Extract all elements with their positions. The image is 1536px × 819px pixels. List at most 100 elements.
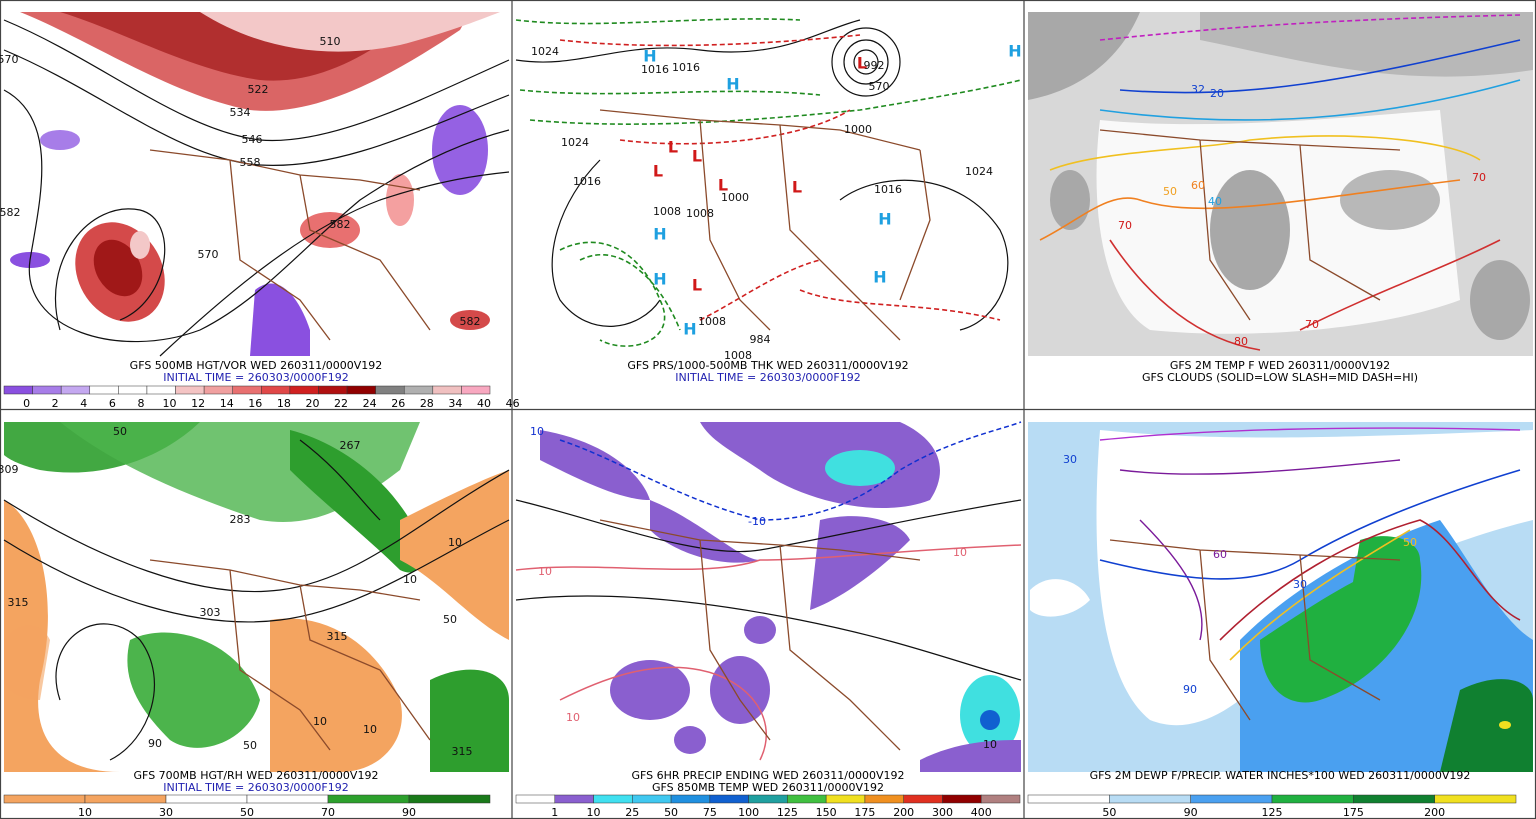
colorbar-label: 12	[191, 397, 205, 410]
contour-label: 1016	[874, 183, 902, 196]
contour-label: 10	[313, 715, 327, 728]
colorbar-label: 150	[816, 806, 837, 819]
colorbar-segment	[32, 385, 62, 395]
colorbar-segment	[709, 794, 749, 804]
colorbar-segment	[554, 794, 594, 804]
colorbar-label: 75	[703, 806, 717, 819]
colorbar-segment	[515, 794, 556, 804]
contour-label: 10	[363, 723, 377, 736]
colorbar-segment	[232, 385, 262, 395]
colorbar-segment	[1027, 794, 1110, 804]
colorbar-label: 125	[777, 806, 798, 819]
contour-label: 522	[248, 83, 269, 96]
colorbar-segment	[632, 794, 672, 804]
contour-label: 10	[983, 738, 997, 751]
colorbar-label: 175	[1343, 806, 1364, 819]
colorbar-label: 10	[587, 806, 601, 819]
contour-label: 10	[566, 711, 580, 724]
colorbar-segment	[593, 794, 633, 804]
caption-subtitle: INITIAL TIME = 260303/0000F192	[163, 781, 348, 794]
contour-label: 1024	[561, 136, 589, 149]
colorbar-segment	[375, 385, 405, 395]
contour-label: 315	[8, 596, 29, 609]
colorbar-segment	[825, 794, 866, 804]
colorbar-label: 90	[402, 806, 416, 819]
colorbar-label: 90	[1184, 806, 1198, 819]
colorbar-segment	[3, 794, 86, 804]
contour-label: 50	[1403, 536, 1417, 549]
contour-label: 1016	[573, 175, 601, 188]
contour-label: 303	[200, 606, 221, 619]
contour-label: 60	[1213, 548, 1227, 561]
colorbar-segment	[165, 794, 248, 804]
contour-label: 570	[198, 248, 219, 261]
caption-subtitle: INITIAL TIME = 260303/0000F192	[163, 371, 348, 384]
colorbar-segment	[327, 794, 410, 804]
colorbar-segment	[3, 385, 33, 395]
colorbar-label: 22	[334, 397, 348, 410]
contour-label: 558	[240, 156, 261, 169]
caption-title: GFS PRS/1000-500MB THK WED 260311/0000V1…	[627, 359, 908, 372]
contour-label: 10	[448, 536, 462, 549]
contour-label: 50	[1163, 185, 1177, 198]
colorbar-segment	[408, 794, 491, 804]
colorbar-segment	[318, 385, 348, 395]
colorbar-label: 50	[664, 806, 678, 819]
colorbar-label: 70	[321, 806, 335, 819]
colorbar-segment	[60, 385, 91, 395]
contour-label: 309	[0, 463, 19, 476]
contour-label: 1008	[724, 349, 752, 362]
contour-label: 40	[1208, 195, 1222, 208]
contour-label: 315	[452, 745, 473, 758]
colorbar-label: 50	[1102, 806, 1116, 819]
colorbar-segment	[89, 385, 119, 395]
colorbar-segment	[289, 385, 319, 395]
contour-label: 1000	[721, 191, 749, 204]
colorbar-label: 300	[932, 806, 953, 819]
colorbar-label: 24	[363, 397, 377, 410]
contour-label: 90	[1183, 683, 1197, 696]
colorbar-segment	[461, 385, 491, 395]
pressure-center: L	[653, 162, 663, 181]
colorbar-segment	[864, 794, 904, 804]
colorbar-segment	[903, 794, 943, 804]
caption-subtitle: GFS 850MB TEMP WED 260311/0000V192	[652, 781, 884, 794]
contour-label: -10	[748, 515, 766, 528]
pressure-center: H	[683, 320, 696, 339]
colorbar-segment	[1353, 794, 1435, 804]
caption-subtitle: INITIAL TIME = 260303/0000F192	[675, 371, 860, 384]
colorbar-label: 100	[738, 806, 759, 819]
colorbar-label: 14	[220, 397, 234, 410]
colorbar-label: 6	[109, 397, 116, 410]
pressure-center: H	[643, 47, 656, 66]
colorbar-segment	[146, 385, 176, 395]
contour-label: 1008	[653, 205, 681, 218]
contour-label: 546	[242, 133, 263, 146]
contour-label: 1016	[641, 63, 669, 76]
colorbar-segment	[1434, 794, 1517, 804]
colorbar-label: 10	[78, 806, 92, 819]
pressure-center: H	[878, 210, 891, 229]
colorbar-label: 34	[448, 397, 462, 410]
colorbar-segment	[175, 385, 205, 395]
contour-label: 32	[1191, 83, 1205, 96]
pressure-center: L	[668, 138, 678, 157]
colorbar-segment	[246, 794, 329, 804]
pressure-center: L	[692, 276, 702, 295]
pressure-center: H	[653, 225, 666, 244]
map-2m-temp	[1028, 12, 1533, 356]
pressure-center: H	[653, 270, 666, 289]
colorbar-segment	[748, 794, 788, 804]
contour-label: 50	[243, 739, 257, 752]
contour-label: 582	[0, 206, 21, 219]
pressure-center: H	[1008, 42, 1021, 61]
pressure-center: L	[857, 54, 867, 73]
pressure-center: H	[726, 75, 739, 94]
caption-title: GFS 700MB HGT/RH WED 260311/0000V192	[134, 769, 379, 782]
colorbar-label: 46	[506, 397, 520, 410]
contour-label: 992	[864, 59, 885, 72]
colorbar-segment	[670, 794, 711, 804]
pressure-center: L	[792, 178, 802, 197]
colorbar-label: 175	[854, 806, 875, 819]
